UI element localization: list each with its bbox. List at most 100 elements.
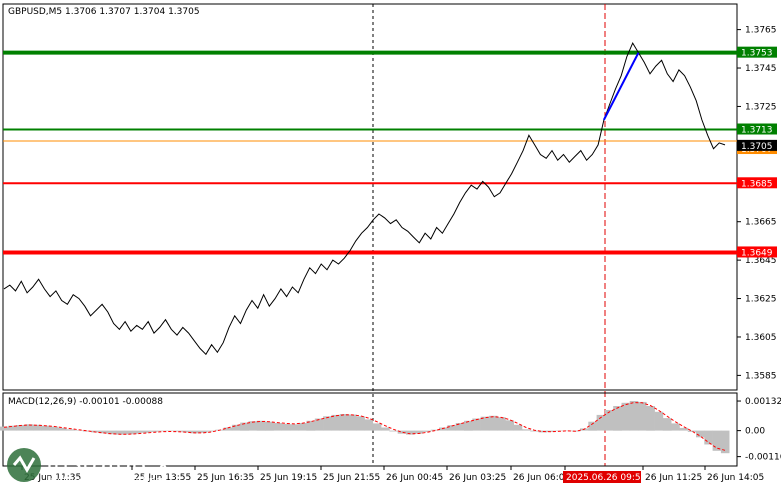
- time-tick-label: 26 Jun 00:45: [386, 473, 443, 483]
- macd-histogram-bar: [273, 423, 282, 431]
- macd-signal-line: [3, 402, 726, 451]
- macd-histogram-bar: [538, 430, 548, 433]
- macd-histogram-bar: [621, 402, 631, 431]
- macd-histogram-bar: [381, 427, 390, 431]
- macd-histogram-bar: [0, 426, 9, 431]
- time-tick-label: 26 Jun 06:05: [513, 473, 570, 483]
- macd-histogram-bar: [314, 418, 324, 431]
- macd-histogram-bar: [74, 430, 84, 431]
- macd-histogram-bar: [348, 414, 357, 431]
- macd-histogram-bar: [488, 415, 498, 431]
- macd-histogram-bar: [629, 401, 639, 431]
- macd-histogram-bar: [323, 416, 332, 431]
- level-price-tag: [737, 46, 777, 58]
- macd-histogram-bar: [596, 414, 606, 431]
- macd-histogram-bar: [339, 414, 349, 431]
- trend-line: [602, 52, 640, 121]
- macd-histogram-bar: [414, 430, 423, 434]
- level-price-label: 1.3713: [741, 126, 773, 136]
- macd-histogram-bar: [406, 430, 415, 435]
- macd-histogram-bar: [173, 430, 183, 432]
- time-axis: 25 Jun 11:35 25 Jun 13:55 25 Jun 16:35 25 J…: [21, 466, 764, 483]
- macd-histogram-bar: [8, 425, 17, 431]
- macd-histogram-bar: [563, 430, 572, 432]
- macd-histogram-bar: [157, 430, 166, 432]
- event-time-label: 2025.06.26 09:50: [566, 473, 647, 483]
- macd-histogram-bar: [704, 430, 713, 445]
- time-tick-label: 26 Jun 03:25: [449, 473, 506, 483]
- macd-histogram-bar: [513, 424, 523, 431]
- chart-title: GBPUSD,M5 1.3706 1.3707 1.3704 1.3705: [8, 7, 200, 17]
- macd-histogram-bar: [91, 430, 100, 433]
- price-tick-label: 1.3745: [745, 64, 777, 74]
- macd-histogram-bar: [646, 406, 655, 431]
- macd-histogram-bar: [497, 417, 506, 431]
- price-tick-label: 1.3665: [745, 218, 777, 228]
- macd-panel: 0.00132 0.00 -0.00116 MACD(12,26,9) -0.0010…: [0, 392, 781, 467]
- time-tick-label: 25 Jun 21:55: [323, 473, 380, 483]
- macd-histogram-bar: [422, 430, 432, 432]
- price-chart: 1.3765 1.3745 1.3725 1.3705 1.3685 1.3665 1.36…: [2, 3, 777, 466]
- time-tick-label: 26 Jun 11:25: [645, 473, 702, 483]
- level-price-label: 1.3685: [741, 179, 773, 189]
- macd-histogram-bar: [638, 401, 647, 431]
- level-price-label: 1.3649: [741, 248, 773, 258]
- macd-histogram-bar: [57, 427, 67, 431]
- logo-tagline: Instant Forex Trading: [47, 474, 163, 487]
- macd-histogram-bar: [687, 430, 697, 432]
- macd-histogram-bar: [712, 430, 722, 451]
- macd-histogram-bar: [331, 414, 340, 431]
- macd-histogram-bar: [671, 423, 680, 431]
- current-price-tag: [737, 139, 777, 151]
- price-tick-label: 1.3645: [745, 256, 777, 266]
- macd-histogram-bar: [240, 422, 249, 431]
- macd-histogram-bar: [223, 427, 233, 431]
- macd-histogram-bar: [16, 425, 26, 431]
- macd-histogram-bar: [82, 430, 92, 432]
- price-tick-label: 1.3605: [745, 333, 777, 343]
- macd-histogram-bar: [33, 424, 42, 431]
- macd-histogram-bar: [182, 430, 191, 433]
- current-price-label: 1.3705: [741, 142, 773, 152]
- macd-histogram-bar: [546, 430, 556, 432]
- macd-title: MACD(12,26,9) -0.00101 -0.00088: [8, 397, 163, 407]
- price-tick-label: 1.3625: [745, 295, 777, 305]
- price-tick-label: 1.3765: [745, 26, 777, 36]
- macd-tick-label: 0.00132: [745, 397, 781, 407]
- time-tick-label: 25 Jun 16:35: [197, 473, 254, 483]
- macd-histogram-bar: [447, 425, 456, 431]
- macd-histogram-bar: [198, 430, 208, 433]
- time-tick-label: 25 Jun 11:35: [24, 473, 81, 483]
- macd-histogram-bar: [140, 430, 150, 433]
- macd-histogram-bar: [306, 420, 316, 431]
- macd-histogram-bar: [571, 430, 581, 432]
- logo-mark-icon: [12, 455, 36, 473]
- macd-histogram-bar: [49, 426, 59, 431]
- macd-histogram-bar: [662, 418, 672, 431]
- macd-histogram-bar: [149, 430, 158, 432]
- macd-histogram-bar: [165, 430, 175, 432]
- macd-histogram-bar: [364, 419, 374, 431]
- price-frame: [2, 3, 738, 391]
- macd-histogram-bar: [115, 430, 125, 435]
- macd-histogram-bar: [505, 420, 514, 431]
- macd-histogram-bar: [464, 420, 473, 431]
- macd-histogram-bar: [588, 421, 597, 431]
- macd-histogram-bar: [522, 429, 531, 431]
- logo-name: instaforex: [46, 448, 171, 477]
- macd-histogram-bar: [372, 423, 382, 431]
- macd-histogram-bar: [207, 430, 216, 432]
- macd-tick-label: 0.00: [745, 427, 765, 437]
- macd-histogram-bar: [99, 430, 108, 434]
- level-price-label: 1.3753: [741, 49, 773, 59]
- macd-histogram-bar: [356, 416, 365, 431]
- macd-histogram-bar: [654, 411, 664, 431]
- macd-histogram-bar: [720, 430, 730, 454]
- level-price-tag: [737, 177, 777, 189]
- price-tick-label: 1.3725: [745, 102, 777, 112]
- macd-tick-label: -0.00116: [745, 453, 781, 463]
- macd-histogram-bar: [190, 430, 200, 434]
- event-time-tag: [563, 471, 641, 483]
